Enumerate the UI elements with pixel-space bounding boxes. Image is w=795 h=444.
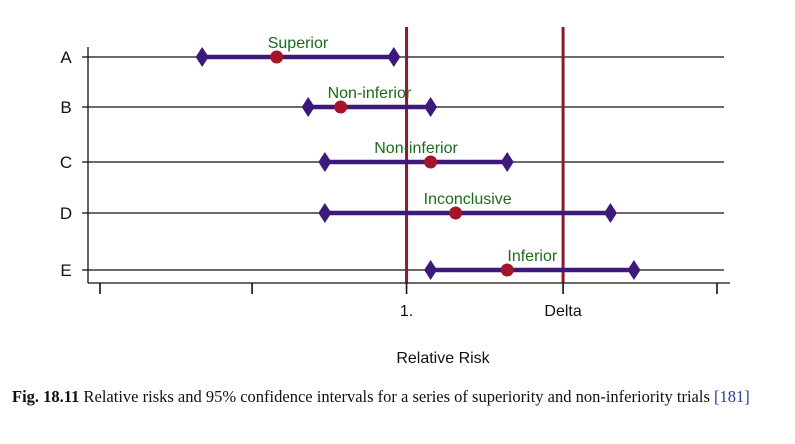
citation-link[interactable]: [181] [714,387,750,406]
x-axis-label: Relative Risk [396,350,490,367]
annotation-c: Non-inferior [374,140,458,157]
ci-lower-marker-e [424,260,438,280]
point-estimate-e [500,263,514,277]
ci-upper-marker-b [424,97,438,117]
ci-lower-marker-c [318,152,332,172]
category-label-b: B [60,98,71,117]
ci-upper-marker-e [627,260,641,280]
x-axis: 1. Delta [87,47,730,320]
point-estimate-a [270,50,284,64]
reference-lines [405,27,565,283]
annotation-a: Superior [268,35,329,52]
figure-number: Fig. 18.11 [12,387,80,406]
category-label-e: E [60,261,71,280]
point-estimate-d [449,206,463,220]
annotation-b: Non-inferior [328,85,412,102]
ci-upper-marker-c [500,152,514,172]
ci-lower-marker-a [195,47,209,67]
annotation-d: Inconclusive [424,191,512,208]
caption-text: Relative risks and 95% confidence interv… [83,387,710,406]
ci-lower-marker-b [301,97,315,117]
category-label-d: D [60,204,72,223]
ci-upper-marker-d [603,203,617,223]
category-label-a: A [60,48,72,67]
x-tick-label-4: Delta [544,303,581,320]
point-estimate-b [334,100,348,114]
annotations: Superior Non-inferior Non-inferior Inconclu… [268,35,558,265]
x-tick-label-3: 1. [400,303,413,320]
interval-marks [195,47,641,280]
point-estimate-c [424,155,438,169]
category-label-c: C [60,153,72,172]
figure-caption: Fig. 18.11 Relative risks and 95% confid… [12,386,782,408]
ci-upper-marker-a [387,47,401,67]
ci-lower-marker-d [318,203,332,223]
annotation-e: Inferior [507,248,557,265]
forest-plot: A B C D E 1. Delta Superior Non-inferior Non-in… [60,27,730,367]
